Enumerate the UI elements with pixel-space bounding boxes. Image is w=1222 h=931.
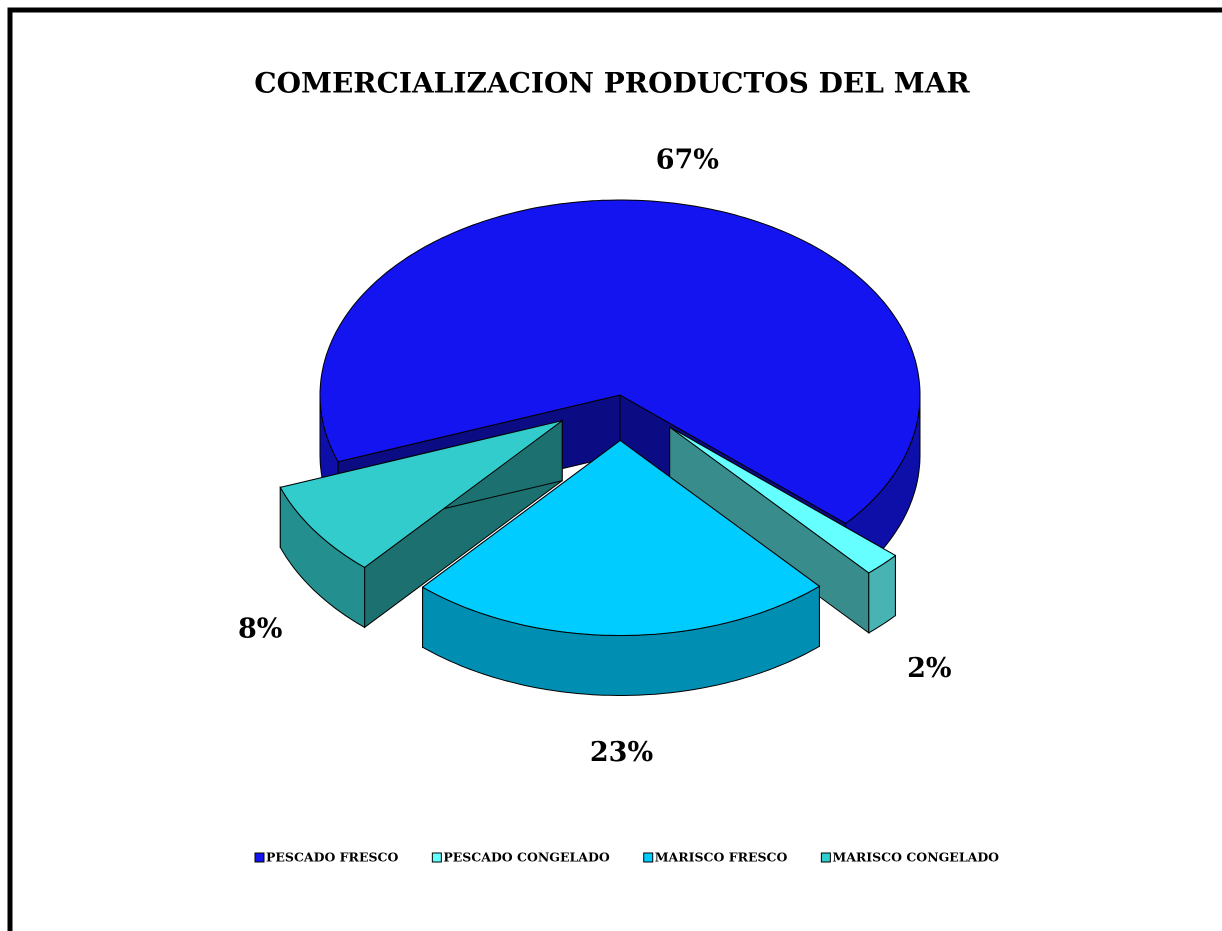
- legend-swatch: [820, 852, 831, 863]
- pie-slice: [421, 439, 821, 696]
- legend-swatch: [431, 852, 442, 863]
- legend-swatch: [643, 852, 654, 863]
- data-label: 8%: [238, 614, 282, 645]
- slice-top: [279, 420, 563, 568]
- pie-slice: [669, 426, 897, 634]
- data-label: 67%: [656, 145, 719, 176]
- data-label: 23%: [590, 737, 653, 768]
- legend-label: MARISCO FRESCO: [655, 850, 788, 865]
- legend-label: MARISCO CONGELADO: [832, 850, 999, 865]
- chart-title: COMERCIALIZACION PRODUCTOS DEL MAR: [254, 67, 970, 100]
- data-label: 2%: [907, 653, 951, 684]
- legend-label: PESCADO CONGELADO: [443, 850, 609, 865]
- slice-top: [319, 199, 921, 524]
- slice-top: [421, 439, 821, 636]
- legend-swatch: [254, 852, 265, 863]
- legend: PESCADO FRESCO PESCADO CONGELADO MARISCO F…: [254, 850, 999, 865]
- pie-slice: [279, 419, 563, 629]
- legend-label: PESCADO FRESCO: [266, 850, 398, 865]
- slice-top: [669, 426, 897, 574]
